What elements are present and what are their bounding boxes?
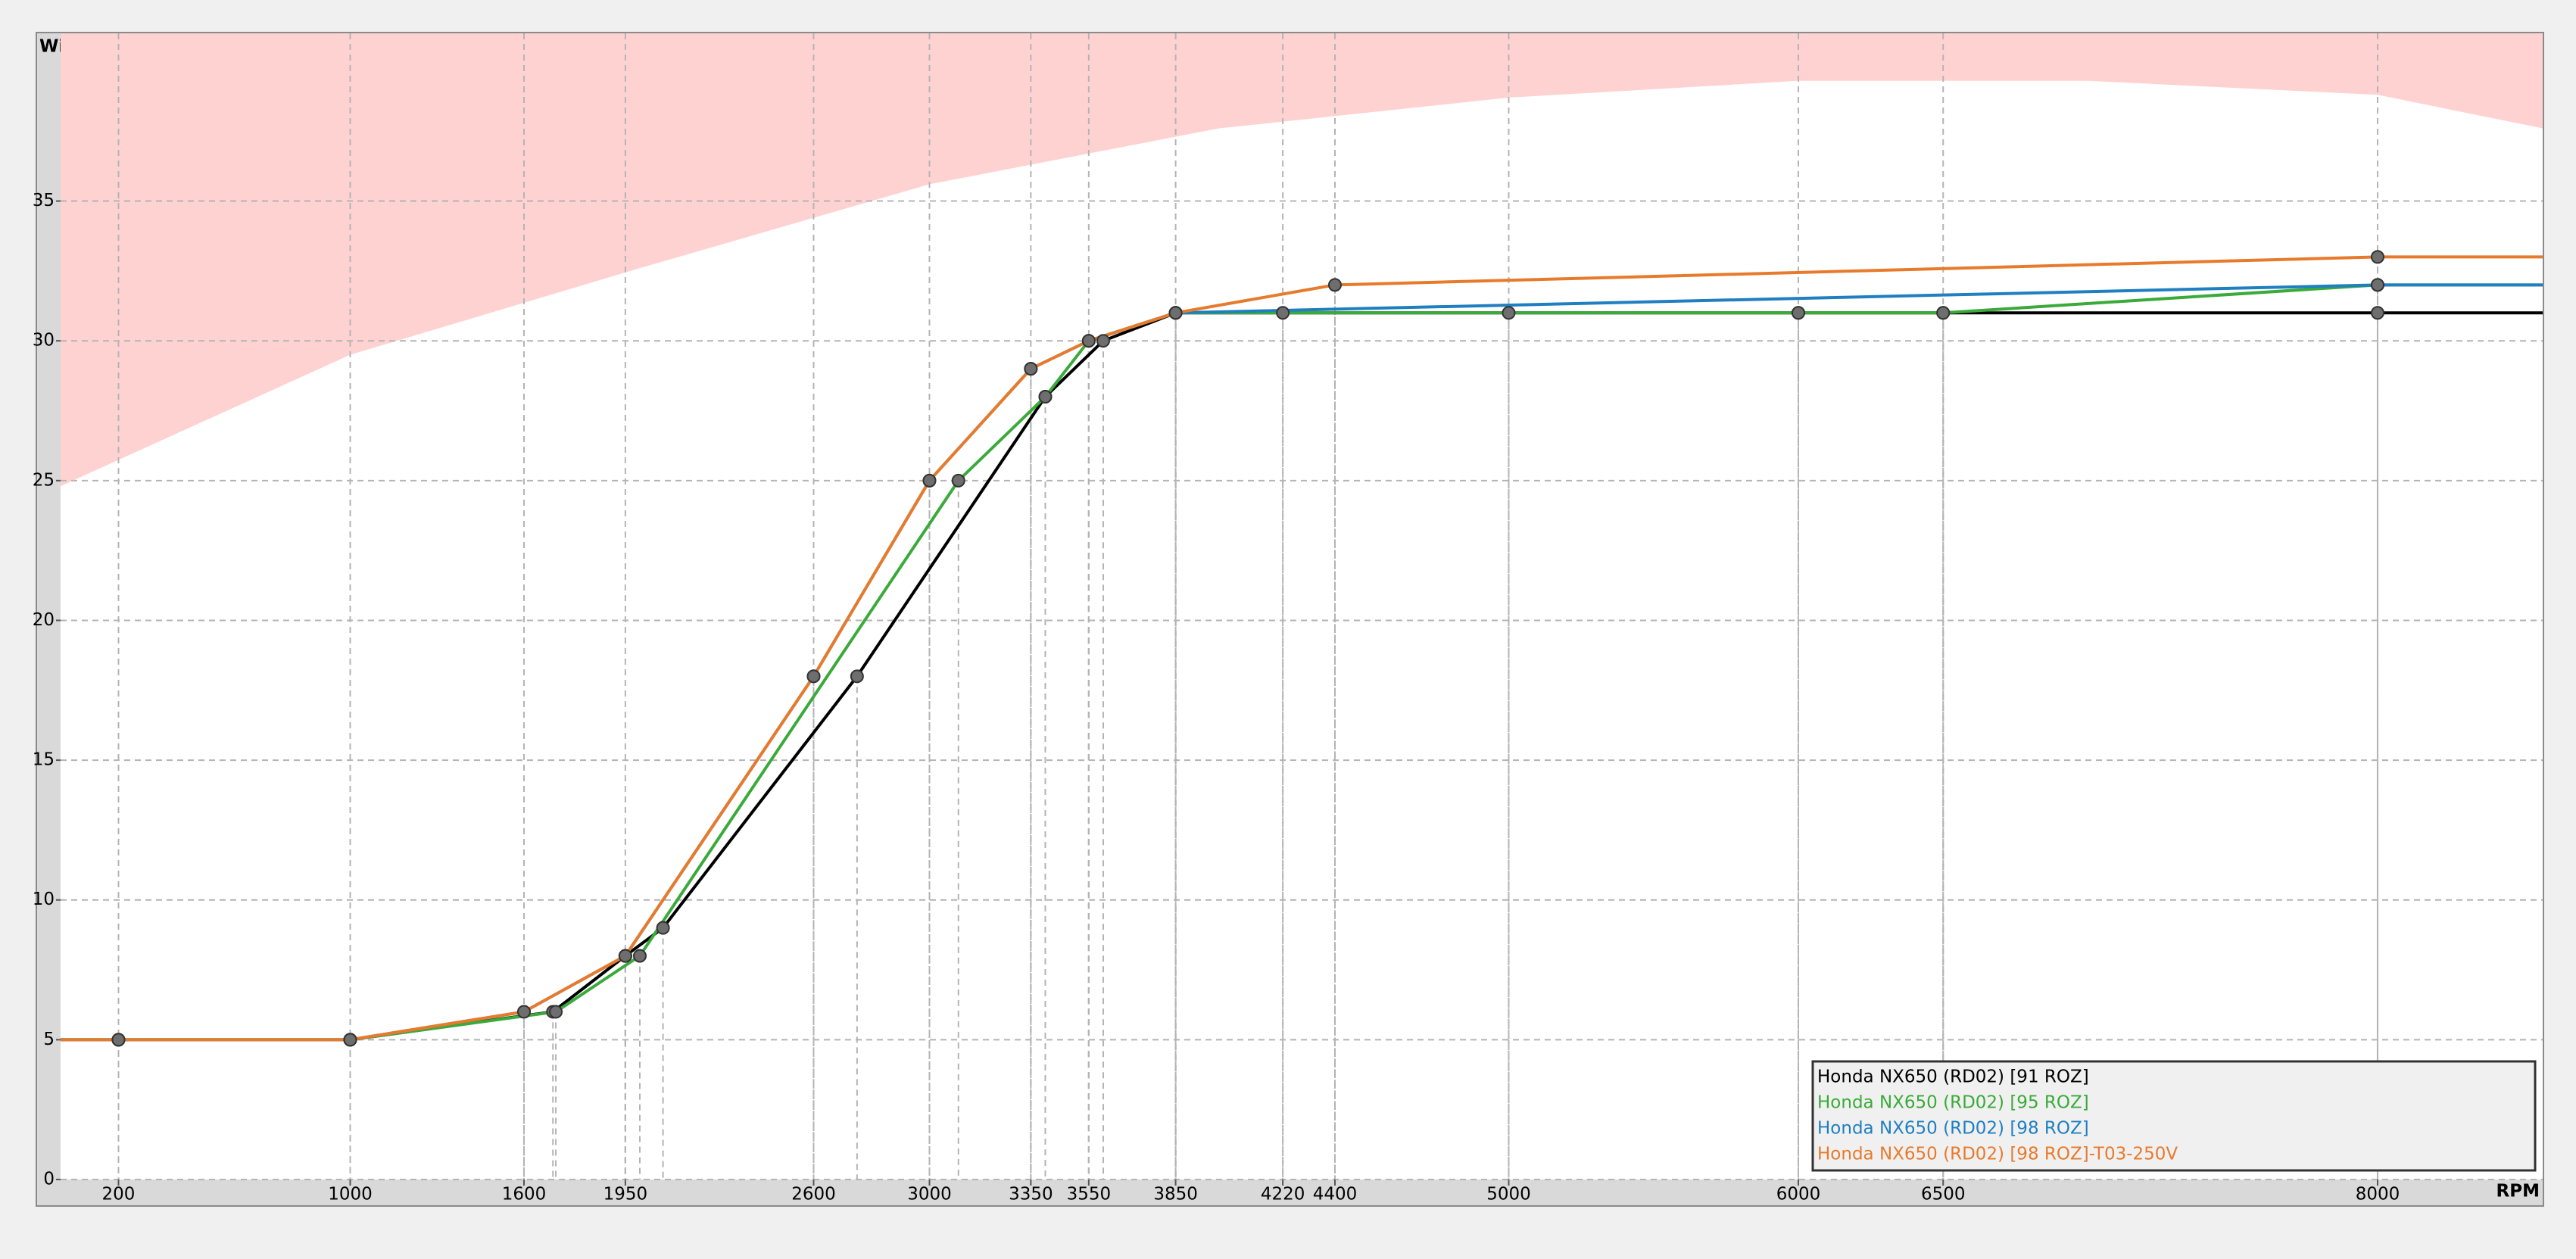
x-tick-label: 3550 [1067, 1185, 1112, 1204]
point [1791, 306, 1805, 320]
legend: Honda NX650 (RD02) [91 ROZ] Honda NX650 (… [1811, 1060, 2537, 1172]
limit-area [61, 33, 2543, 487]
point [1936, 306, 1951, 320]
x-tick-label: 6000 [1776, 1185, 1821, 1204]
point [1327, 278, 1342, 292]
point [656, 921, 670, 935]
left-margin [37, 33, 61, 1205]
x-tick-label: 5000 [1486, 1185, 1531, 1204]
y-tick-label: 20 [33, 610, 55, 630]
x-tick-label: 1000 [328, 1185, 373, 1204]
y-tick-label: 30 [33, 331, 55, 351]
point [632, 949, 647, 963]
point [1096, 334, 1110, 348]
x-tick-label: 8000 [2356, 1185, 2400, 1204]
x-tick-label: 200 [102, 1185, 136, 1204]
point [1502, 306, 1516, 320]
x-tick-label: 6500 [1921, 1185, 1966, 1204]
point [850, 669, 864, 684]
y-tick-label: 35 [33, 191, 55, 210]
point [1038, 390, 1053, 404]
legend-entry: Honda NX650 (RD02) [91 ROZ] [1817, 1067, 2089, 1087]
point [549, 1005, 563, 1019]
point [2370, 250, 2384, 264]
bottom-margin [37, 1180, 2543, 1205]
x-axis-label: RPM [2496, 1182, 2540, 1201]
legend-box [1811, 1060, 2537, 1172]
point [111, 1033, 126, 1047]
point [2370, 306, 2384, 320]
y-tick-label: 15 [33, 750, 55, 770]
x-tick-label: 1950 [603, 1185, 648, 1204]
x-tick-label: 1600 [502, 1185, 547, 1204]
x-tick-label: 3850 [1153, 1185, 1198, 1204]
y-tick-label: 5 [43, 1030, 55, 1049]
x-tick-label: 4220 [1261, 1185, 1305, 1204]
point [1081, 334, 1096, 348]
point [1024, 362, 1038, 376]
x-tick-label: 2600 [791, 1185, 836, 1204]
x-tick-label: 3350 [1009, 1185, 1053, 1204]
point [343, 1033, 357, 1047]
point [806, 669, 821, 684]
point [516, 1005, 531, 1019]
x-tick-label: 4400 [1313, 1185, 1358, 1204]
point [2370, 278, 2384, 292]
y-tick-label: 25 [33, 470, 55, 490]
x-tick-label: 3000 [907, 1185, 952, 1204]
y-tick-label: 0 [43, 1170, 55, 1189]
legend-entry: Honda NX650 (RD02) [98 ROZ]-T03-250V [1817, 1145, 2178, 1164]
point [618, 949, 632, 963]
legend-entry: Honda NX650 (RD02) [95 ROZ] [1817, 1093, 2089, 1113]
point [1276, 306, 1290, 320]
y-tick-label: 10 [33, 890, 55, 909]
legend-entry: Honda NX650 (RD02) [98 ROZ] [1817, 1119, 2089, 1139]
point [922, 473, 937, 488]
point [951, 473, 965, 488]
point [1168, 306, 1183, 320]
